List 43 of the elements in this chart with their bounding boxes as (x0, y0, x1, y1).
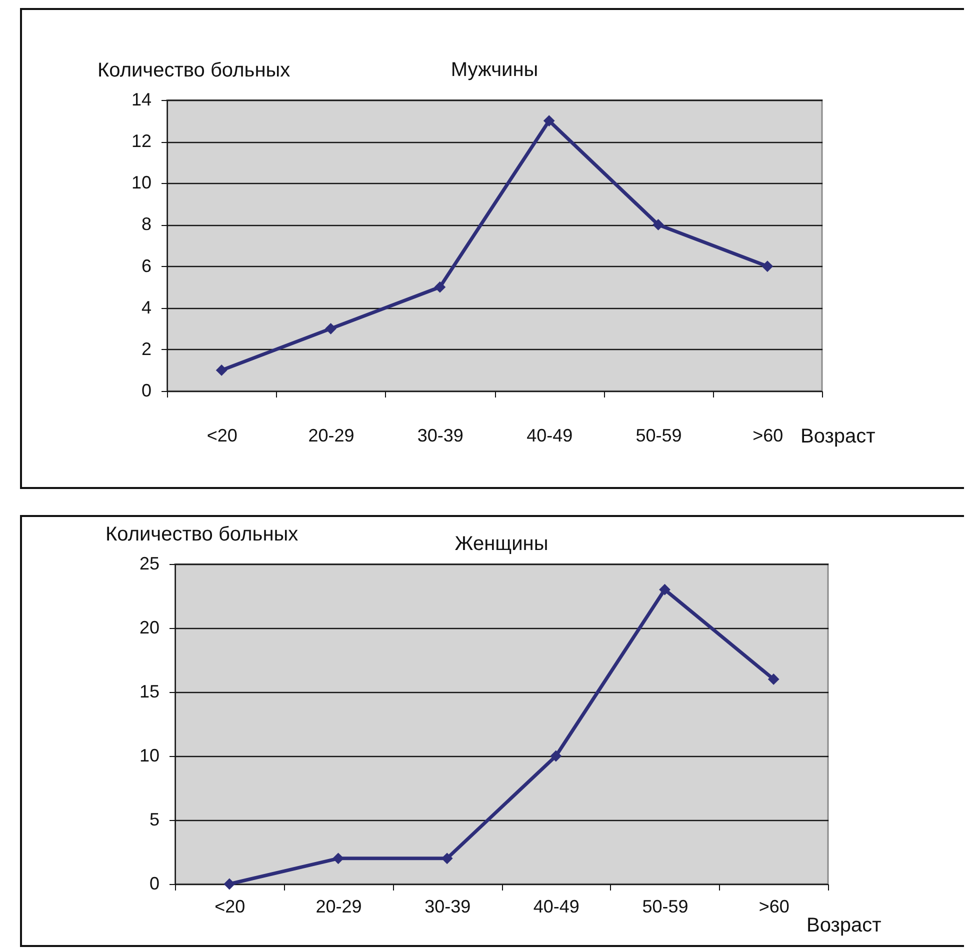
y-tick-label: 10 (131, 172, 152, 193)
point (216, 364, 228, 376)
point (332, 852, 344, 864)
x-tick-label: >60 (752, 426, 784, 446)
y-tick-label: 20 (139, 618, 160, 638)
y-tick-label: 25 (139, 554, 160, 574)
x-axis-title: Возраст (800, 426, 876, 448)
chart-title: Мужчины (450, 59, 538, 81)
point (543, 115, 555, 126)
point (434, 281, 446, 293)
y-tick-label: 10 (139, 746, 160, 766)
x-tick-label: 40-49 (526, 426, 573, 446)
y-tick-label: 0 (141, 380, 152, 400)
point (652, 219, 664, 230)
x-tick-label: 30-39 (424, 896, 471, 916)
x-tick-label: <20 (206, 426, 238, 446)
y-axis-title: Количество больных (106, 524, 298, 546)
x-tick-label: 20-29 (308, 426, 354, 446)
y-tick-label: 6 (141, 256, 152, 276)
y-tick-label: 14 (131, 90, 152, 110)
y-tick-label: 4 (141, 297, 152, 318)
y-tick-label: 2 (141, 338, 152, 359)
x-axis-title: Возраст (806, 914, 882, 936)
x-tick-label: <20 (214, 896, 246, 916)
point (768, 674, 780, 685)
y-tick-label: 12 (131, 131, 152, 152)
y-tick-label: 8 (141, 214, 152, 234)
y-tick-label: 15 (139, 682, 160, 702)
chart-title: Женщины (454, 533, 548, 555)
point (550, 750, 562, 762)
point (762, 260, 774, 272)
y-tick-label: 5 (149, 810, 160, 830)
x-tick-label: 50-59 (642, 896, 688, 916)
x-tick-label: 40-49 (533, 896, 580, 916)
point (325, 322, 336, 334)
y-axis-title: Количество больных (98, 60, 290, 82)
point (659, 584, 670, 596)
point (224, 878, 236, 890)
x-tick-label: 50-59 (636, 426, 682, 446)
x-tick-label: >60 (758, 896, 790, 916)
x-tick-label: 20-29 (316, 896, 362, 916)
y-tick-label: 0 (149, 874, 160, 894)
x-tick-label: 30-39 (417, 426, 464, 446)
